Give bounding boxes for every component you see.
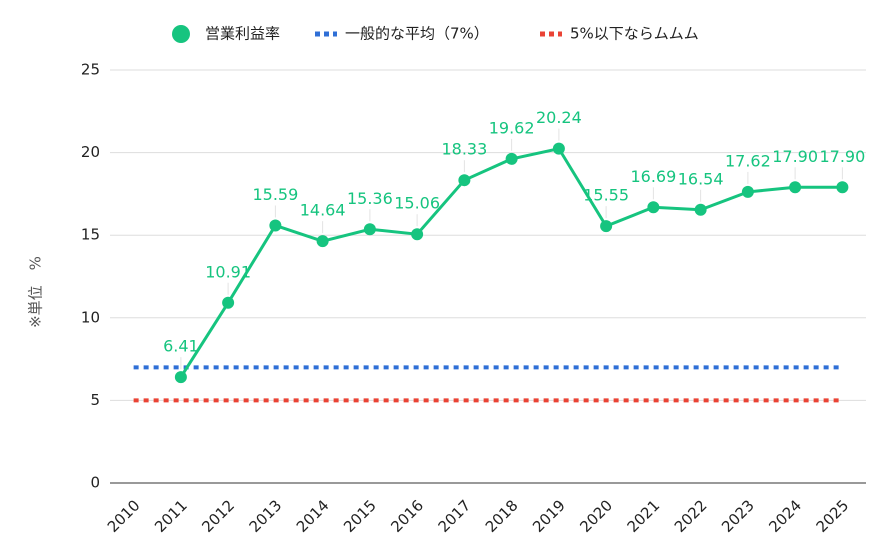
data-point xyxy=(222,296,235,309)
x-tick-label: 2023 xyxy=(718,496,758,536)
x-tick-label: 2015 xyxy=(340,496,380,536)
legend-label: 一般的な平均（7%） xyxy=(345,25,489,43)
data-label: 6.41 xyxy=(163,337,199,356)
data-label: 18.33 xyxy=(441,140,487,159)
data-point xyxy=(363,223,376,236)
y-tick-label: 5 xyxy=(90,391,100,409)
legend-label: 5%以下ならムムム xyxy=(570,25,699,43)
data-label: 19.62 xyxy=(489,118,535,137)
x-tick-label: 2012 xyxy=(198,496,238,536)
data-label: 14.64 xyxy=(300,201,346,220)
data-point xyxy=(174,371,187,384)
x-tick-label: 2019 xyxy=(529,496,569,536)
data-point xyxy=(600,220,613,233)
data-point xyxy=(647,201,660,214)
data-point xyxy=(458,174,471,187)
data-label: 10.91 xyxy=(205,262,251,281)
y-tick-label: 0 xyxy=(90,474,100,492)
x-tick-label: 2014 xyxy=(293,496,333,536)
data-label: 17.62 xyxy=(725,151,771,170)
data-label: 15.06 xyxy=(394,194,440,213)
data-point xyxy=(789,181,802,194)
data-point xyxy=(269,219,282,232)
data-label: 15.55 xyxy=(583,186,629,205)
y-axis-label: ※単位 % xyxy=(27,256,45,328)
x-tick-label: 2021 xyxy=(624,496,664,536)
x-tick-label: 2010 xyxy=(104,496,144,536)
data-label: 16.69 xyxy=(630,167,676,186)
data-point xyxy=(741,185,754,198)
data-label: 17.90 xyxy=(772,147,818,166)
data-point xyxy=(694,203,707,216)
legend-label: 営業利益率 xyxy=(205,25,280,43)
legend-swatch xyxy=(172,25,190,43)
data-point xyxy=(552,142,565,155)
data-point xyxy=(836,181,849,194)
data-label: 20.24 xyxy=(536,108,582,127)
x-tick-label: 2024 xyxy=(765,496,805,536)
data-point xyxy=(316,235,329,248)
data-label: 16.54 xyxy=(678,169,724,188)
y-tick-label: 10 xyxy=(81,308,100,326)
x-tick-label: 2016 xyxy=(387,496,427,536)
data-label: 15.36 xyxy=(347,189,393,208)
data-label: 17.90 xyxy=(819,147,865,166)
y-tick-label: 15 xyxy=(81,226,100,244)
data-point xyxy=(505,152,518,165)
data-line xyxy=(179,146,843,378)
x-tick-label: 2022 xyxy=(671,496,711,536)
y-tick-label: 25 xyxy=(81,61,100,79)
x-tick-label: 2020 xyxy=(576,496,616,536)
data-label: 15.59 xyxy=(252,185,298,204)
x-tick-label: 2025 xyxy=(813,496,853,536)
data-point xyxy=(411,228,424,241)
x-tick-label: 2017 xyxy=(435,496,475,536)
x-tick-label: 2013 xyxy=(246,496,286,536)
y-tick-label: 20 xyxy=(81,143,100,161)
x-tick-label: 2011 xyxy=(151,496,191,536)
x-tick-label: 2018 xyxy=(482,496,522,536)
